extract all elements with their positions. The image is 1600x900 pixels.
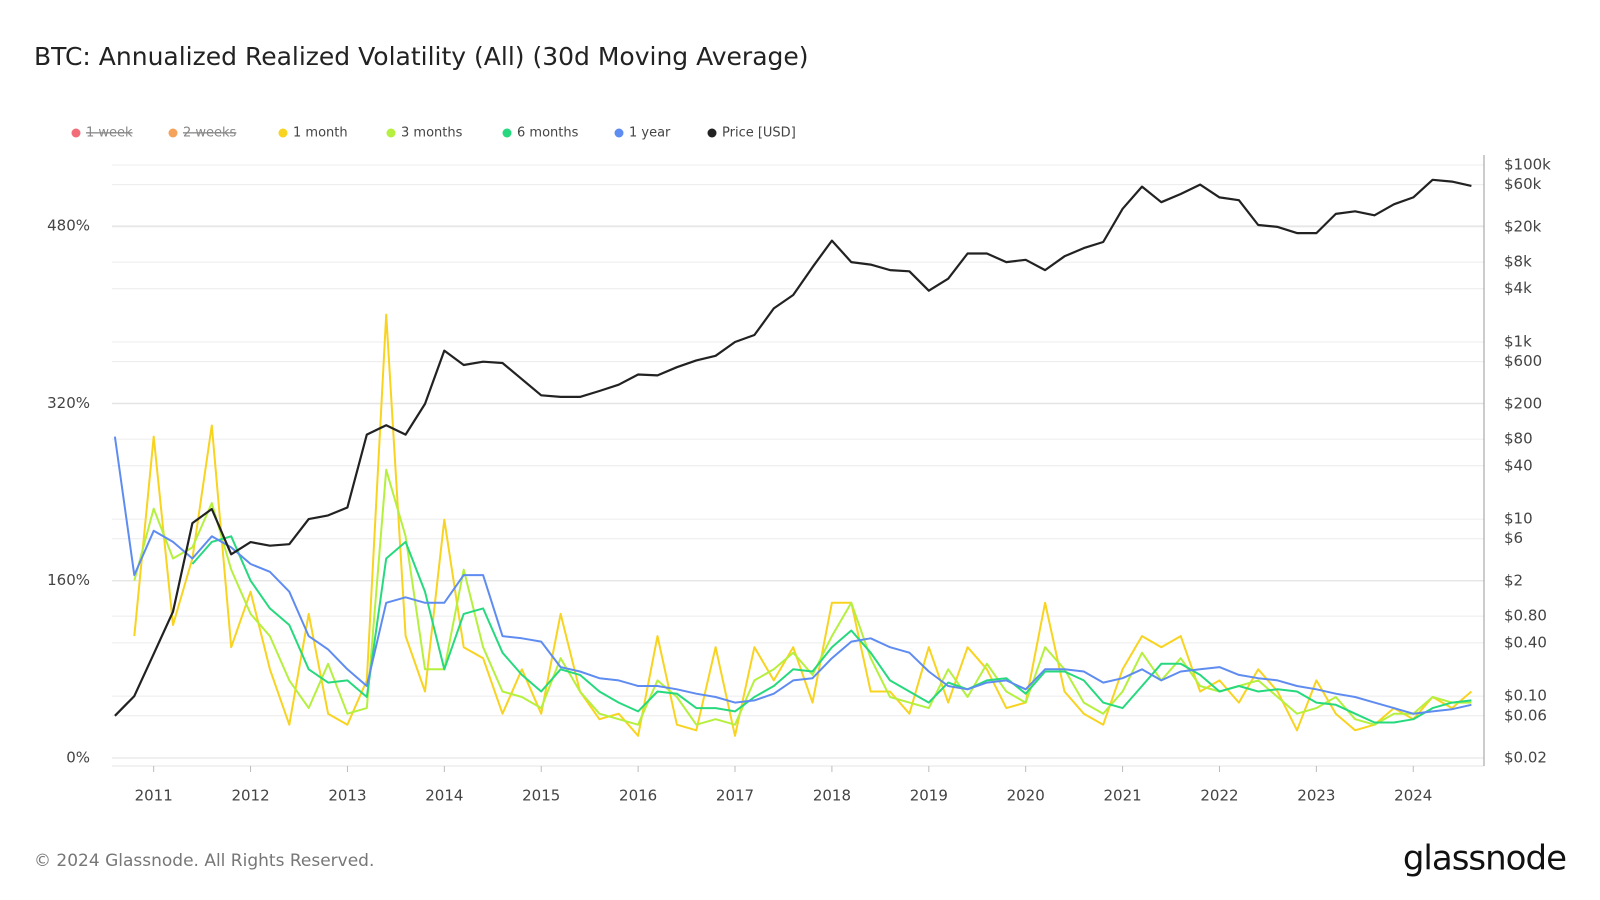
y2-tick-label: $40 [1504, 456, 1533, 474]
y2-tick-label: $0.02 [1504, 749, 1547, 767]
y2-tick-label: $80 [1504, 430, 1533, 448]
y2-tick-label: $60k [1504, 175, 1542, 193]
chart-title: BTC: Annualized Realized Volatility (All… [34, 42, 809, 71]
legend-marker [707, 128, 717, 138]
x-tick-label: 2015 [522, 787, 560, 805]
legend-label: 2 weeks [183, 126, 237, 141]
y2-tick-label: $4k [1504, 279, 1532, 297]
y2-tick-label: $0.80 [1504, 607, 1547, 625]
x-tick-label: 2017 [716, 787, 754, 805]
y2-tick-label: $0.10 [1504, 687, 1547, 705]
series-line [133, 468, 1472, 726]
series-line [114, 178, 1472, 717]
y2-tick-label: $200 [1504, 394, 1542, 412]
x-tick-label: 2018 [813, 787, 851, 805]
y2-tick-label: $2 [1504, 571, 1523, 589]
x-tick-label: 2024 [1394, 787, 1432, 805]
x-tick-label: 2014 [425, 787, 463, 805]
x-tick-label: 2013 [328, 787, 366, 805]
legend-marker [502, 128, 512, 138]
x-tick-label: 2020 [1007, 787, 1045, 805]
y2-tick-label: $600 [1504, 352, 1542, 370]
series-line [191, 535, 1472, 724]
y2-tick-label: $0.40 [1504, 633, 1547, 651]
series-line [133, 313, 1473, 737]
y2-tick-label: $100k [1504, 156, 1551, 174]
y2-tick-label: $1k [1504, 333, 1532, 351]
x-tick-label: 2023 [1297, 787, 1335, 805]
x-tick-label: 2019 [910, 787, 948, 805]
x-tick-label: 2012 [231, 787, 269, 805]
legend-marker [71, 128, 81, 138]
legend-marker [614, 128, 624, 138]
x-tick-label: 2011 [135, 787, 173, 805]
legend-label: 1 week [86, 126, 133, 141]
y-tick-label: 320% [47, 394, 90, 412]
legend-marker [168, 128, 178, 138]
series-line [113, 436, 1472, 715]
y2-tick-label: $20k [1504, 217, 1542, 235]
legend-label: 3 months [401, 126, 463, 141]
x-tick-label: 2016 [619, 787, 657, 805]
brand-logo: glassnode [1403, 839, 1566, 879]
footer: © 2024 Glassnode. All Rights Reserved. [34, 851, 374, 871]
y2-tick-label: $10 [1504, 510, 1533, 528]
legend-marker [278, 128, 288, 138]
y-tick-label: 160% [47, 571, 90, 589]
legend-label: 1 month [293, 126, 348, 141]
y-tick-label: 0% [66, 749, 90, 767]
legend-label: Price [USD] [722, 126, 796, 141]
y-tick-label: 480% [47, 216, 90, 234]
legend-label: 6 months [517, 126, 579, 141]
y2-tick-label: $8k [1504, 253, 1532, 271]
legend-marker [386, 128, 396, 138]
x-tick-label: 2022 [1200, 787, 1238, 805]
y2-tick-label: $6 [1504, 529, 1523, 547]
legend-label: 1 year [629, 126, 671, 141]
y2-tick-label: $0.06 [1504, 706, 1547, 724]
x-tick-label: 2021 [1103, 787, 1141, 805]
